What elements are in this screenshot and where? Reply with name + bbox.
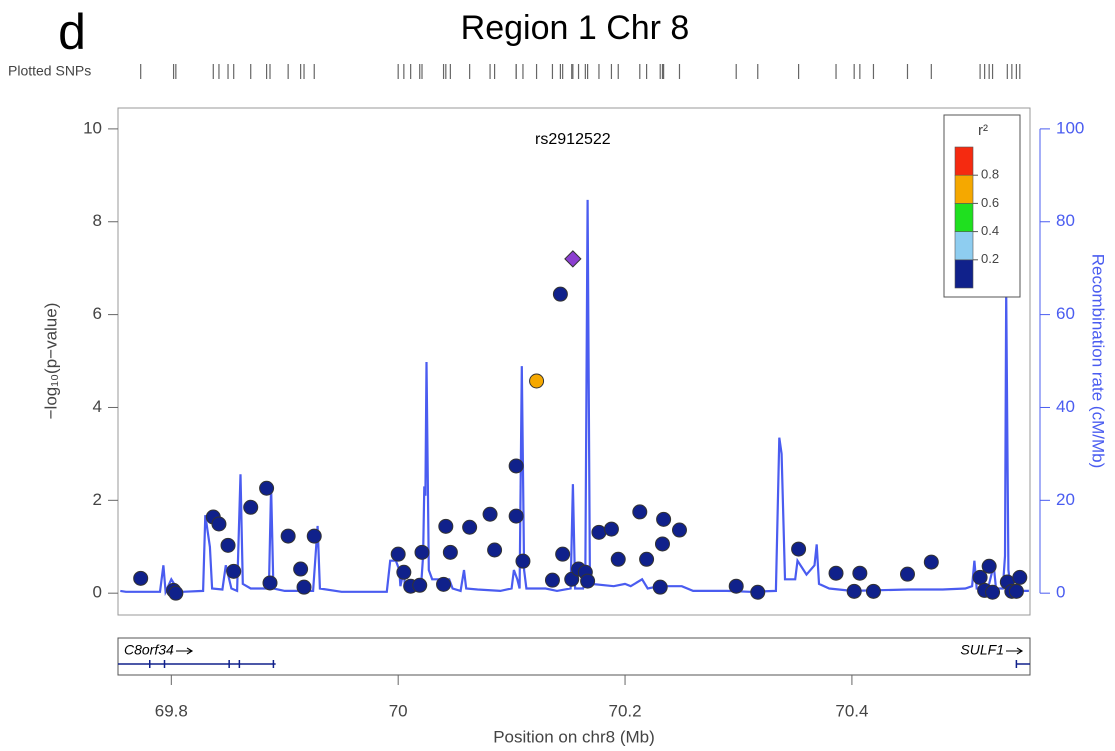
snp-point <box>923 554 939 570</box>
snp-point <box>603 521 619 537</box>
snp-point <box>555 546 571 562</box>
snp-point <box>852 565 868 581</box>
snp-point <box>639 551 655 567</box>
gene-arrow <box>1006 647 1024 655</box>
y-axis-label: −log₁₀(p−value) <box>41 303 60 420</box>
snp-point <box>211 516 227 532</box>
snp-point <box>515 553 531 569</box>
snp-point <box>791 541 807 557</box>
x-tick-label: 70 <box>389 701 408 720</box>
snp-point <box>671 522 687 538</box>
gene-track-frame <box>117 637 1031 676</box>
snp-point <box>652 579 668 595</box>
snp-point <box>985 584 1001 600</box>
snp-point <box>865 583 881 599</box>
chart-title: Region 1 Chr 8 <box>461 9 690 47</box>
snp-point <box>390 546 406 562</box>
snp-point <box>396 564 412 580</box>
snp-point <box>972 569 988 585</box>
snp-point <box>168 585 184 601</box>
legend-tick-label: 0.4 <box>981 223 999 238</box>
y2-tick-label: 100 <box>1056 118 1084 137</box>
legend-swatch <box>954 174 974 204</box>
snp-point <box>591 524 607 540</box>
snp-point <box>412 577 428 593</box>
snp-point <box>442 544 458 560</box>
gene-label: SULF1 <box>960 642 1004 658</box>
y-tick-label: 10 <box>83 118 102 137</box>
legend-swatch <box>954 203 974 232</box>
snp-point <box>293 561 309 577</box>
snp-point <box>226 563 242 579</box>
rug-label: Plotted SNPs <box>8 63 91 79</box>
x-tick-label: 69.8 <box>155 701 188 720</box>
y-tick-label: 6 <box>93 304 102 323</box>
y2-tick-label: 60 <box>1056 304 1075 323</box>
snp-point <box>1012 569 1028 585</box>
x-axis-label: Position on chr8 (Mb) <box>493 727 655 746</box>
y-tick-label: 2 <box>93 490 102 509</box>
y-tick-label: 8 <box>93 211 102 230</box>
snp-point <box>259 480 275 496</box>
plot-area <box>120 199 1029 601</box>
snp-point <box>728 578 744 594</box>
gene-track <box>118 660 1030 668</box>
snp-point <box>243 499 259 515</box>
snp-point <box>656 511 672 527</box>
legend-swatch <box>954 146 974 176</box>
snp-point <box>544 572 560 588</box>
x-tick-label: 70.2 <box>608 701 641 720</box>
y2-axis-label: Recombination rate (cM/Mb) <box>1089 254 1108 468</box>
gene-arrow <box>176 647 194 655</box>
x-tick-label: 70.4 <box>835 701 868 720</box>
snp-point <box>846 583 862 599</box>
snp-point <box>1008 583 1024 599</box>
lead-snp <box>564 250 582 268</box>
y2-tick-label: 80 <box>1056 211 1075 230</box>
panel-label: d <box>58 4 86 60</box>
y2-tick-label: 40 <box>1056 397 1075 416</box>
snp-point <box>462 519 478 535</box>
gene-label: C8orf34 <box>124 642 174 658</box>
snp-point <box>436 576 452 592</box>
snp-point <box>508 508 524 524</box>
snp-point <box>262 575 278 591</box>
snp-point <box>552 286 568 302</box>
y-tick-label: 4 <box>93 397 102 416</box>
legend-swatch <box>954 259 974 289</box>
snp-point <box>654 536 670 552</box>
snp-point <box>414 544 430 560</box>
legend-tick-label: 0.2 <box>981 251 999 266</box>
y-tick-label: 0 <box>93 583 102 602</box>
snp-point <box>632 504 648 520</box>
y2-tick-label: 0 <box>1056 583 1065 602</box>
legend-title: r² <box>978 122 988 139</box>
snp-point <box>220 537 236 553</box>
snp-point <box>580 573 596 589</box>
snp-point <box>899 566 915 582</box>
plot-frame <box>117 107 1031 616</box>
snp-point <box>487 542 503 558</box>
snp-point <box>296 579 312 595</box>
snp-point <box>529 373 545 389</box>
lead-snp-label: rs2912522 <box>535 131 611 148</box>
snp-point <box>610 551 626 567</box>
y2-tick-label: 20 <box>1056 490 1075 509</box>
snp-point <box>508 458 524 474</box>
snp-point <box>133 570 149 586</box>
snp-point <box>280 528 296 544</box>
legend-swatch <box>954 231 974 261</box>
snp-point <box>981 558 997 574</box>
snp-point <box>828 565 844 581</box>
legend-tick-label: 0.8 <box>981 167 999 182</box>
recombination-line <box>120 199 1029 597</box>
snp-point <box>306 528 322 544</box>
legend-tick-label: 0.6 <box>981 195 999 210</box>
snp-point <box>482 506 498 522</box>
snp-point <box>750 584 766 600</box>
snp-point <box>438 518 454 534</box>
